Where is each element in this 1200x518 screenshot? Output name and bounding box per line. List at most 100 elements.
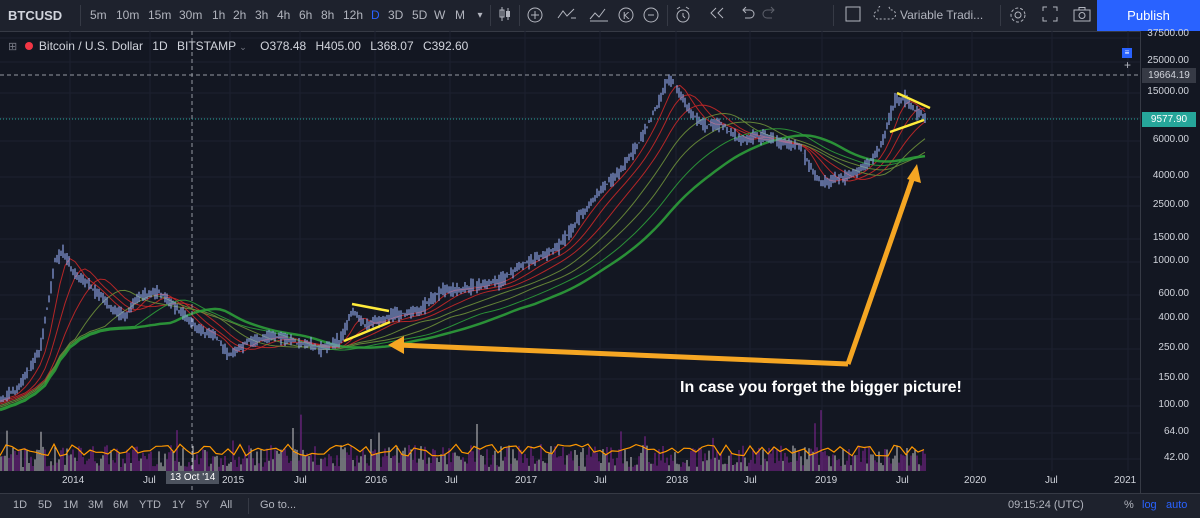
legend-open: O378.48 bbox=[260, 39, 307, 53]
trend-line-support-2019[interactable] bbox=[889, 118, 925, 134]
timeframe-30m[interactable]: 30m bbox=[179, 8, 203, 22]
annotation-text: In case you forget the bigger picture! bbox=[680, 379, 962, 396]
redo-icon[interactable] bbox=[760, 6, 780, 25]
undo-icon[interactable] bbox=[737, 6, 757, 25]
moving-average bbox=[0, 84, 926, 402]
timeframe-6h[interactable]: 6h bbox=[299, 8, 313, 22]
time-tick: Jul bbox=[1045, 475, 1058, 486]
price-tick: 37500.00 bbox=[1147, 28, 1189, 39]
timeframe-d[interactable]: D bbox=[371, 8, 380, 22]
toolbar-divider bbox=[667, 5, 668, 26]
camera-icon[interactable] bbox=[1072, 6, 1092, 25]
timeframe-w[interactable]: W bbox=[434, 8, 446, 22]
timeframe-3h[interactable]: 3h bbox=[255, 8, 269, 22]
auto-toggle[interactable]: auto bbox=[1166, 499, 1188, 511]
range-1d[interactable]: 1D bbox=[13, 499, 28, 511]
time-tick: Jul bbox=[294, 475, 307, 486]
annotation-arrow[interactable] bbox=[388, 164, 921, 367]
time-tick: 2021 bbox=[1114, 475, 1137, 486]
range-5d[interactable]: 5D bbox=[38, 499, 53, 511]
svg-text:K: K bbox=[623, 11, 630, 22]
legend-interval: 1D bbox=[152, 39, 168, 53]
collapse-icon[interactable]: ⊞ bbox=[8, 41, 18, 53]
chevron-down-icon[interactable]: ⌄ bbox=[239, 42, 247, 52]
timeframe-4h[interactable]: 4h bbox=[277, 8, 291, 22]
utc-clock[interactable]: 09:15:24 (UTC) bbox=[1008, 499, 1084, 511]
price-scale-mode-icon[interactable]: ≡ bbox=[1122, 48, 1132, 58]
last-price-label: 9577.90 bbox=[1142, 112, 1196, 127]
trend-line-resistance-2019[interactable] bbox=[896, 91, 931, 110]
alert-clock-icon[interactable] bbox=[673, 6, 693, 25]
range-3m[interactable]: 3M bbox=[88, 499, 104, 511]
price-tick: 150.00 bbox=[1158, 372, 1189, 383]
price-axis[interactable]: 37500.00 25000.00 15000.00 6000.00 4000.… bbox=[1140, 28, 1200, 493]
legend-close: C392.60 bbox=[422, 39, 469, 53]
time-tick: 2019 bbox=[815, 475, 838, 486]
timeframe-1h[interactable]: 1h bbox=[212, 8, 226, 22]
timeframe-m[interactable]: M bbox=[455, 8, 465, 22]
timeframe-8h[interactable]: 8h bbox=[321, 8, 335, 22]
compare-add-icon[interactable] bbox=[525, 6, 545, 25]
volume-ma-line bbox=[0, 442, 925, 457]
trend-line-support-2016[interactable] bbox=[343, 320, 391, 343]
range-1y[interactable]: 1Y bbox=[172, 499, 186, 511]
trend-line-resistance-2016[interactable] bbox=[351, 302, 390, 313]
timeframe-3d[interactable]: 3D bbox=[388, 8, 404, 22]
gear-icon[interactable] bbox=[1008, 6, 1028, 25]
toolbar-divider bbox=[519, 5, 520, 26]
select-layout-icon[interactable] bbox=[843, 6, 863, 25]
remove-icon[interactable] bbox=[641, 6, 661, 25]
publish-button[interactable]: Publish bbox=[1097, 0, 1200, 31]
strategy-k-icon[interactable]: K bbox=[616, 6, 636, 25]
symbol-search[interactable]: BTCUSD bbox=[8, 8, 63, 23]
range-5y[interactable]: 5Y bbox=[196, 499, 210, 511]
price-tick: 2500.00 bbox=[1152, 199, 1189, 210]
replay-icon[interactable] bbox=[707, 6, 727, 25]
timeframe-5d[interactable]: 5D bbox=[412, 8, 428, 22]
time-tick: 2016 bbox=[365, 475, 388, 486]
timeframe-12h[interactable]: 12h bbox=[343, 8, 364, 22]
price-tick: 1000.00 bbox=[1152, 255, 1189, 266]
price-tick: 100.00 bbox=[1158, 399, 1189, 410]
timeframe-10m[interactable]: 10m bbox=[116, 8, 140, 22]
layout-name[interactable]: Variable Tradi... bbox=[900, 8, 984, 22]
legend-low: L368.07 bbox=[370, 39, 414, 53]
time-tick: Jul bbox=[143, 475, 156, 486]
range-1m[interactable]: 1M bbox=[63, 499, 79, 511]
price-tick: 250.00 bbox=[1158, 342, 1189, 353]
time-tick: Jul bbox=[594, 475, 607, 486]
price-chart[interactable] bbox=[0, 31, 1140, 493]
financials-icon[interactable] bbox=[589, 6, 609, 25]
log-toggle[interactable]: log bbox=[1142, 499, 1157, 511]
toolbar-divider bbox=[833, 5, 834, 26]
time-tick: 2018 bbox=[666, 475, 689, 486]
timeframe-5m[interactable]: 5m bbox=[90, 8, 107, 22]
chevron-down-icon[interactable]: ▾ bbox=[477, 10, 483, 21]
price-tick: 42.00 bbox=[1163, 452, 1189, 463]
timeframe-15m[interactable]: 15m bbox=[148, 8, 172, 22]
range-ytd[interactable]: YTD bbox=[139, 499, 161, 511]
volume-ma bbox=[0, 442, 925, 457]
legend-high: H405.00 bbox=[315, 39, 361, 53]
price-tick: 15000.00 bbox=[1147, 86, 1189, 97]
time-tick: 2015 bbox=[222, 475, 245, 486]
cloud-icon bbox=[872, 4, 898, 25]
toolbar-divider bbox=[1000, 5, 1001, 26]
market-status-dot bbox=[24, 42, 33, 50]
price-tick: 4000.00 bbox=[1152, 170, 1189, 181]
crosshair-date-label: 13 Oct '14 bbox=[166, 471, 220, 484]
timeframe-2h[interactable]: 2h bbox=[233, 8, 247, 22]
fullscreen-icon[interactable] bbox=[1040, 6, 1060, 25]
legend-title[interactable]: Bitcoin / U.S. Dollar bbox=[38, 39, 143, 53]
time-tick: Jul bbox=[744, 475, 757, 486]
range-6m[interactable]: 6M bbox=[113, 499, 129, 511]
percent-toggle[interactable]: % bbox=[1124, 499, 1134, 511]
goto-button[interactable]: Go to... bbox=[260, 499, 297, 511]
price-tick: 1500.00 bbox=[1152, 232, 1189, 243]
toolbar-divider bbox=[80, 5, 81, 26]
range-all[interactable]: All bbox=[220, 499, 233, 511]
legend-exchange: BITSTAMP bbox=[176, 39, 236, 53]
candles-icon[interactable] bbox=[495, 6, 515, 25]
indicators-icon[interactable] bbox=[557, 6, 577, 25]
add-alert-plus-icon[interactable]: + bbox=[1124, 58, 1132, 72]
